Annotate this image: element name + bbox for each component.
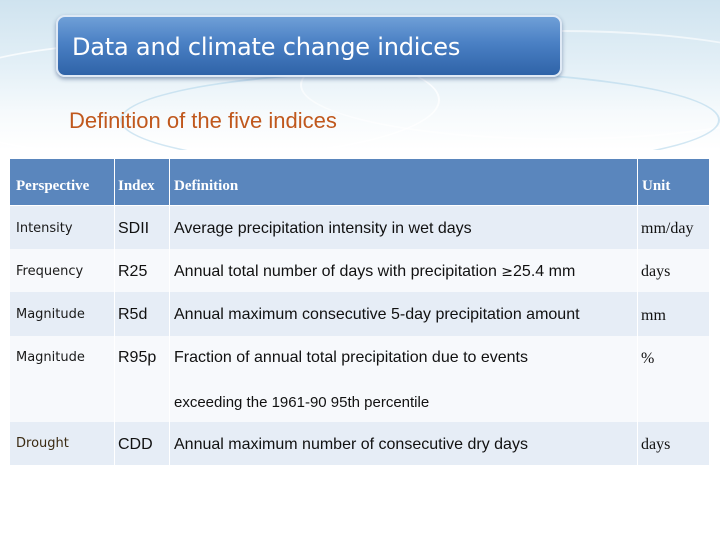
slide-title: Data and climate change indices [72,33,461,61]
greater-equal-symbol: ≥ [501,264,514,280]
cell-perspective: Magnitude [16,350,85,365]
cell-definition: Annual total number of days with precipi… [174,263,575,281]
cell-definition-line1: Fraction of annual total precipitation d… [174,349,528,366]
cell-unit: mm/day [641,220,694,237]
table-row: Intensity SDII Average precipitation int… [10,206,709,249]
cell-unit: days [641,436,671,453]
cell-perspective: Magnitude [16,307,85,322]
slide-subtitle: Definition of the five indices [69,108,337,133]
definition-text: Annual total number of days with precipi… [174,263,502,280]
cell-perspective: Intensity [16,221,73,236]
cell-definition: Annual maximum number of consecutive dry… [174,436,528,453]
table-row: Drought CDD Annual maximum number of con… [10,422,709,465]
cell-unit: % [641,350,655,367]
cell-definition: Average precipitation intensity in wet d… [174,220,472,237]
cell-perspective: Drought [16,436,69,451]
cell-unit: mm [641,307,666,324]
cell-definition: Annual maximum consecutive 5-day precipi… [174,306,580,323]
table-header-row: Perspective Index Definition Unit [10,159,709,206]
cell-index: R95p [118,349,157,366]
cell-index: R25 [118,263,148,280]
cell-perspective: Frequency [16,264,84,279]
table-row: Frequency R25 Annual total number of day… [10,249,709,292]
table-row: Magnitude R95p Fraction of annual total … [10,336,709,422]
header-index: Index [118,178,155,194]
definition-value: 25.4 mm [513,263,576,280]
cell-definition-line2: exceeding the 1961-90 95th percentile [174,394,430,411]
cell-index: SDII [118,220,150,237]
header-definition: Definition [174,178,239,194]
header-unit: Unit [642,178,671,194]
table-row: Magnitude R5d Annual maximum consecutive… [10,292,709,336]
cell-unit: days [641,263,671,280]
cell-index: R5d [118,306,148,323]
slide-title-bar: Data and climate change indices [56,15,562,77]
indices-table: Perspective Index Definition Unit Intens… [10,159,709,465]
header-perspective: Perspective [16,178,90,194]
cell-index: CDD [118,436,153,453]
